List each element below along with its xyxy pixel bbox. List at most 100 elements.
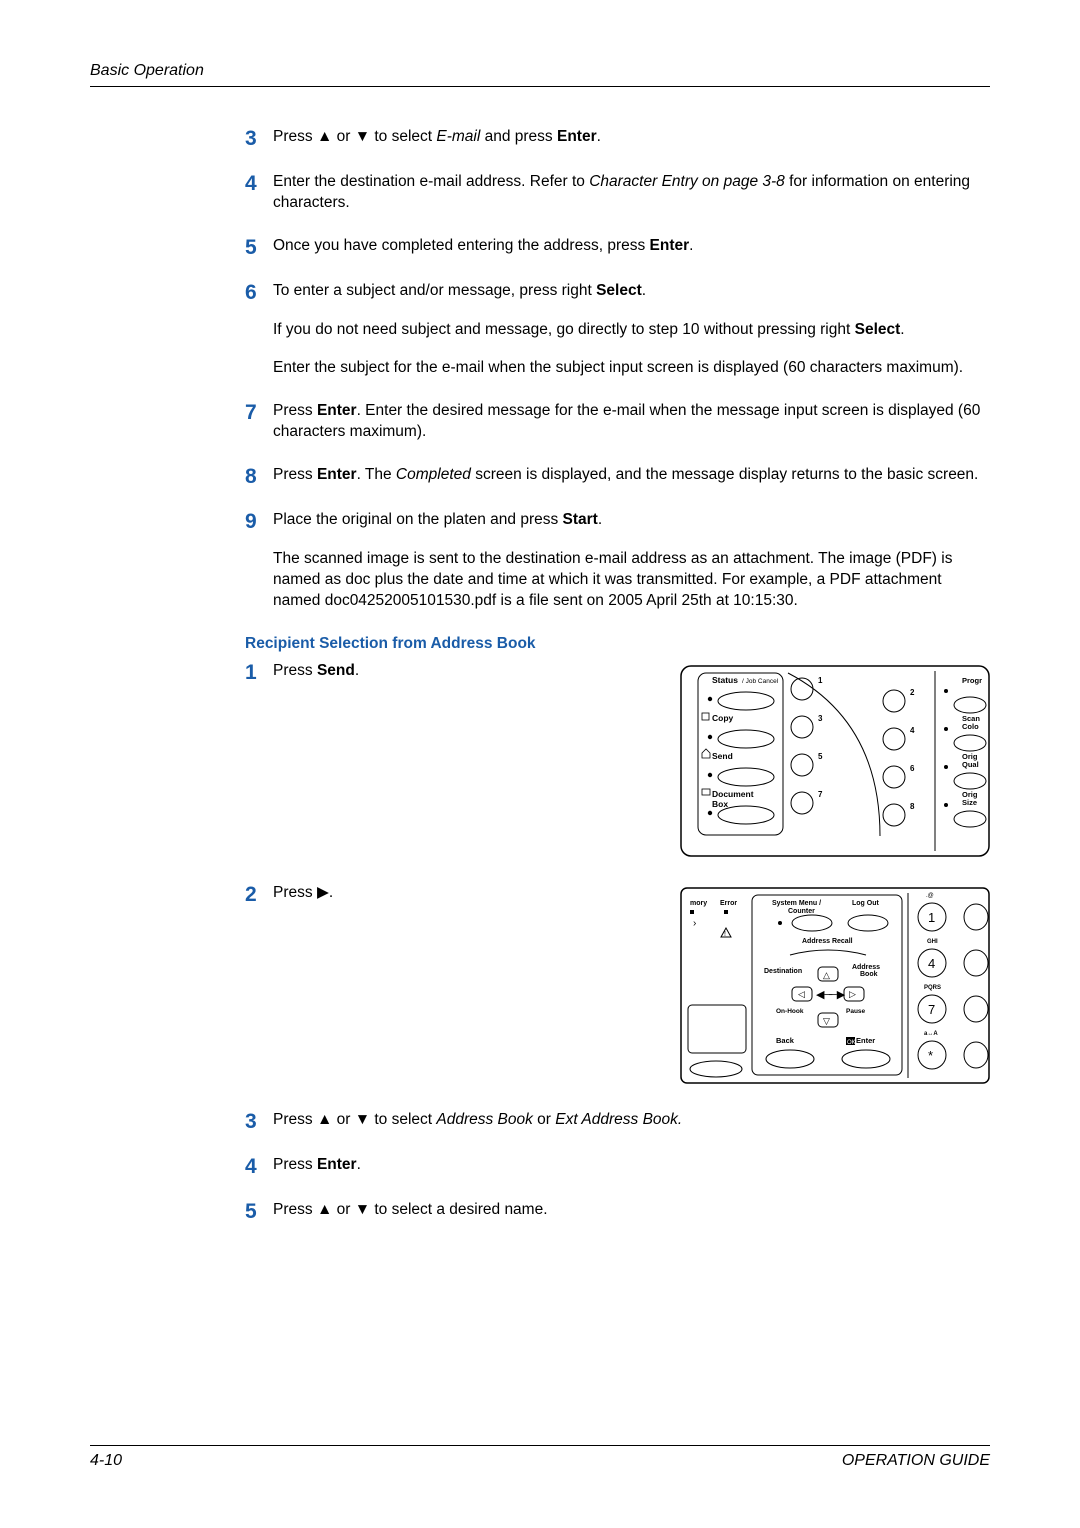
instruction-step: 1 Press Send.Status/ Job CancelCopySendD…	[245, 661, 990, 861]
text-run: .	[689, 237, 693, 254]
step-body: Press ▲ or ▼ to select a desired name.	[273, 1200, 990, 1221]
text-run: Press	[273, 128, 317, 145]
svg-text:Copy: Copy	[712, 713, 734, 723]
svg-text:Qual: Qual	[962, 760, 979, 769]
step-body: Press ▲ or ▼ to select E-mail and press …	[273, 127, 990, 148]
text-run: ▲	[317, 1111, 332, 1128]
text-run: Address Book	[436, 1111, 533, 1128]
svg-text:Counter: Counter	[788, 908, 815, 915]
text-run: ▲	[317, 128, 332, 145]
step-paragraph: Press ▶.	[273, 883, 668, 904]
text-run: ▶	[317, 884, 329, 901]
text-run: .	[357, 1156, 361, 1173]
text-run: ▲	[317, 1201, 332, 1218]
step-body: Press ▲ or ▼ to select Address Book or E…	[273, 1110, 990, 1131]
text-run: and press	[480, 128, 557, 145]
text-run: ▼	[355, 1201, 370, 1218]
step-number: 8	[245, 465, 273, 488]
instruction-step: 6 To enter a subject and/or message, pre…	[245, 281, 990, 380]
step-paragraph: Place the original on the platen and pre…	[273, 510, 990, 531]
svg-text:3: 3	[818, 714, 823, 723]
text-run: Ext Address Book.	[555, 1111, 682, 1128]
svg-text:*: *	[928, 1048, 933, 1063]
svg-text:Progr: Progr	[962, 676, 982, 685]
svg-text:1: 1	[928, 910, 935, 925]
control-panel-1: Status/ Job CancelCopySendDocumentBox135…	[680, 661, 990, 861]
svg-text:2: 2	[910, 688, 915, 697]
text-run: ▼	[355, 128, 370, 145]
step-paragraph: To enter a subject and/or message, press…	[273, 281, 990, 302]
subheading-address-book: Recipient Selection from Address Book	[245, 634, 990, 655]
svg-text:1: 1	[818, 676, 823, 685]
svg-text:Back: Back	[776, 1036, 795, 1045]
svg-text:›: ›	[693, 918, 696, 929]
text-run: Press	[273, 1156, 317, 1173]
svg-text:!: !	[724, 931, 726, 938]
text-run: Once you have completed entering the add…	[273, 237, 650, 254]
footer-page-num: 4-10	[90, 1450, 122, 1472]
text-run: .	[598, 511, 602, 528]
svg-text:Colo: Colo	[962, 722, 979, 731]
text-run: .	[642, 282, 646, 299]
step-body: Press Enter.	[273, 1155, 990, 1176]
step-number: 3	[245, 127, 273, 150]
text-run: Press	[273, 662, 317, 679]
svg-text:Address Recall: Address Recall	[802, 938, 853, 945]
text-run: to select a desired name.	[370, 1201, 548, 1218]
instruction-step: 9 Place the original on the platen and p…	[245, 510, 990, 612]
step-number: 7	[245, 401, 273, 424]
text-run: ▼	[355, 1111, 370, 1128]
svg-text:Log Out: Log Out	[852, 900, 879, 907]
text-run: Enter the destination e-mail address. Re…	[273, 173, 589, 190]
svg-text:7: 7	[818, 790, 823, 799]
text-run: Enter	[317, 466, 357, 483]
instruction-step: 5 Press ▲ or ▼ to select a desired name.	[245, 1200, 990, 1223]
svg-text:Status: Status	[712, 675, 738, 685]
text-run: Press	[273, 1201, 317, 1218]
footer-guide-title: OPERATION GUIDE	[842, 1450, 990, 1472]
svg-text:/ Job Cancel: / Job Cancel	[742, 678, 779, 685]
step-body: Press Enter. The Completed screen is dis…	[273, 465, 990, 486]
step-number: 5	[245, 236, 273, 259]
step-number: 2	[245, 883, 273, 906]
step-paragraph: Press Enter. The Completed screen is dis…	[273, 465, 990, 486]
svg-text:.@: .@	[926, 893, 934, 899]
text-run: .	[329, 884, 333, 901]
text-run: .	[597, 128, 601, 145]
text-run: Start	[563, 511, 598, 528]
svg-text:Document: Document	[712, 789, 754, 799]
step-paragraph: Press ▲ or ▼ to select E-mail and press …	[273, 127, 990, 148]
step-number: 4	[245, 172, 273, 195]
text-run: Enter	[317, 402, 357, 419]
page-header: Basic Operation	[90, 60, 990, 86]
text-run: screen is displayed, and the message dis…	[471, 466, 978, 483]
svg-text:Address: Address	[852, 964, 880, 971]
svg-text:System Menu /: System Menu /	[772, 900, 821, 907]
text-run: Completed	[396, 466, 471, 483]
step-paragraph: Once you have completed entering the add…	[273, 236, 990, 257]
svg-text:GHI: GHI	[927, 939, 938, 945]
svg-text:6: 6	[910, 764, 915, 773]
text-run: . Enter the desired message for the e-ma…	[273, 402, 980, 440]
instruction-step: 3 Press ▲ or ▼ to select Address Book or…	[245, 1110, 990, 1133]
page-footer: 4-10 OPERATION GUIDE	[90, 1445, 990, 1472]
text-run: Place the original on the platen and pre…	[273, 511, 563, 528]
step-paragraph: Enter the destination e-mail address. Re…	[273, 172, 990, 214]
step-number: 1	[245, 661, 273, 684]
text-run: Select	[596, 282, 642, 299]
step-paragraph: Press ▲ or ▼ to select a desired name.	[273, 1200, 990, 1221]
svg-text:4: 4	[910, 726, 915, 735]
step-paragraph: Press Enter. Enter the desired message f…	[273, 401, 990, 443]
step-paragraph: Enter the subject for the e-mail when th…	[273, 358, 990, 379]
step-paragraph: If you do not need subject and message, …	[273, 320, 990, 341]
svg-text:Error: Error	[720, 900, 737, 907]
control-panel-2: moryError!›System Menu /CounterLog OutAd…	[680, 883, 990, 1088]
step-number: 4	[245, 1155, 273, 1178]
instruction-step: 4 Press Enter.	[245, 1155, 990, 1178]
svg-text:▽: ▽	[823, 1016, 830, 1026]
text-run: If you do not need subject and message, …	[273, 321, 855, 338]
steps-group-a: 3 Press ▲ or ▼ to select E-mail and pres…	[245, 127, 990, 612]
text-run: Enter the subject for the e-mail when th…	[273, 359, 963, 376]
step-body: Press Enter. Enter the desired message f…	[273, 401, 990, 443]
text-run: The scanned image is sent to the destina…	[273, 550, 952, 609]
